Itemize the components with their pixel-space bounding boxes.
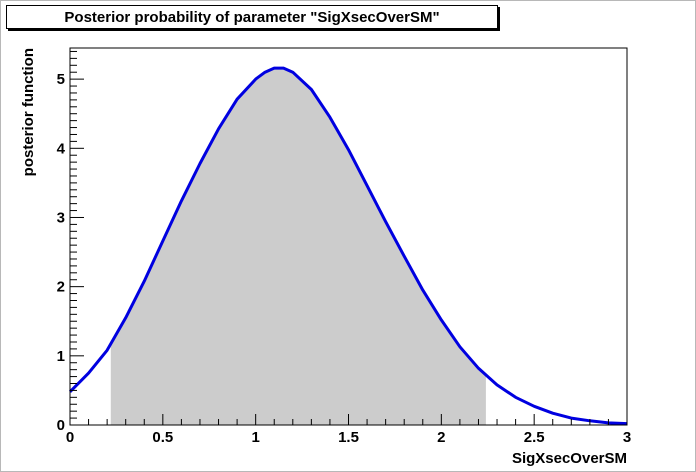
y-tick-label: 3 [57,209,65,226]
shaded-interval-area [110,68,486,425]
y-tick-label: 2 [57,279,65,296]
y-tick-label: 4 [57,140,66,157]
x-tick-label: 0.5 [152,429,173,446]
x-tick-label: 2.5 [524,429,545,446]
y-tick-label: 1 [57,348,65,365]
x-tick-label: 3 [623,429,631,446]
y-tick-label: 0 [57,417,65,434]
x-axis-title: SigXsecOverSM [512,450,627,467]
x-tick-label: 2 [437,429,445,446]
x-tick-label: 1 [251,429,259,446]
x-tick-label: 1.5 [338,429,359,446]
plot-layer: 0 0.5 1 1.5 2 2.5 3 0 1 2 3 4 5 [57,47,631,446]
y-axis-title: posterior function [20,48,37,176]
x-tick-label: 0 [66,429,74,446]
posterior-curve [68,66,628,426]
chart-title: Posterior probability of parameter "SigX… [6,5,498,29]
y-tick-label: 5 [57,71,65,88]
